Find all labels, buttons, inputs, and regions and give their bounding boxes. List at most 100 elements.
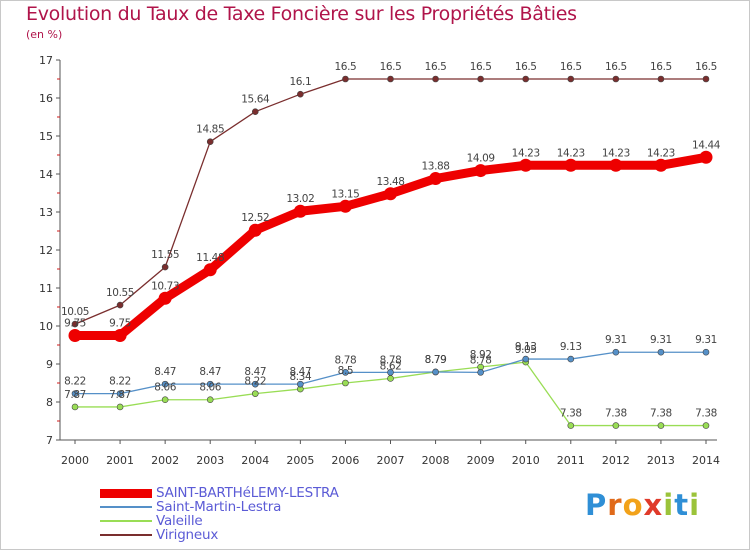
data-label: 16.5	[650, 61, 672, 73]
y-tick-label: 12	[39, 244, 53, 257]
data-point	[387, 75, 394, 83]
data-label: 7.87	[64, 389, 86, 401]
data-label: 12.52	[241, 212, 269, 224]
data-label: 10.05	[61, 306, 89, 318]
data-label: 13.48	[376, 176, 404, 188]
legend-item-valeille[interactable]: Valeille	[100, 513, 400, 529]
data-label: 9.31	[695, 334, 717, 346]
data-label: 8.06	[154, 382, 176, 394]
x-tick-label: 2000	[61, 454, 89, 467]
y-tick-label: 16	[39, 92, 53, 105]
data-point	[432, 368, 439, 376]
x-tick-label: 2012	[602, 454, 630, 467]
data-label: 9.75	[109, 318, 131, 330]
legend-item-virigneux[interactable]: Virigneux	[100, 527, 400, 543]
data-point	[206, 380, 214, 388]
data-label: 11.55	[151, 249, 179, 261]
data-label: 16.5	[515, 61, 537, 73]
data-label: 9.13	[515, 341, 537, 353]
legend-label: SAINT-BARTHéLEMY-LESTRA	[156, 485, 339, 501]
x-tick-label: 2004	[241, 454, 269, 467]
data-point	[68, 329, 82, 342]
data-point	[251, 390, 259, 397]
x-tick-label: 2006	[331, 454, 359, 467]
x-tick-label: 2007	[377, 454, 405, 467]
data-point	[522, 75, 530, 83]
legend-label: Virigneux	[156, 527, 219, 543]
legend-item-saint-barthelemy-lestra[interactable]: SAINT-BARTHéLEMY-LESTRA	[100, 485, 400, 501]
data-point	[342, 75, 349, 83]
data-point	[71, 390, 79, 397]
data-label: 16.1	[289, 76, 311, 88]
data-point	[342, 379, 349, 387]
data-label: 8.47	[244, 366, 266, 378]
data-label: 14.44	[692, 139, 721, 151]
legend-swatch	[100, 520, 152, 522]
chart-title: Evolution du Taux de Taxe Foncière sur l…	[26, 3, 577, 25]
legend-label: Saint-Martin-Lestra	[156, 499, 282, 515]
data-point	[609, 158, 623, 172]
data-label: 7.38	[605, 408, 627, 420]
y-tick-label: 14	[39, 168, 53, 181]
data-point	[116, 301, 124, 309]
legend-label: Valeille	[156, 513, 203, 529]
data-point	[432, 75, 439, 83]
data-label: 14.23	[647, 147, 675, 159]
data-label: 16.5	[425, 61, 447, 73]
data-label: 8.47	[289, 366, 311, 378]
legend-item-saint-martin-lestra[interactable]: Saint-Martin-Lestra	[100, 499, 400, 515]
data-label: 16.5	[605, 61, 627, 73]
data-point	[251, 108, 259, 115]
data-point	[657, 348, 665, 356]
data-point	[71, 403, 79, 411]
data-point	[522, 355, 530, 363]
data-label: 14.85	[196, 124, 224, 136]
x-tick-label: 2011	[557, 454, 585, 467]
data-point	[429, 172, 443, 186]
data-label: 13.15	[331, 188, 359, 200]
data-label: 8.34	[289, 371, 311, 383]
data-label: 14.23	[512, 147, 540, 159]
data-point	[338, 199, 352, 213]
data-label: 8.79	[425, 354, 447, 366]
data-point	[161, 396, 169, 404]
data-point	[251, 380, 259, 388]
data-point	[657, 422, 665, 429]
data-point	[654, 158, 668, 172]
data-label: 8.78	[470, 354, 492, 366]
data-point	[384, 187, 397, 201]
data-label: 13.02	[286, 193, 314, 205]
data-point	[612, 422, 620, 429]
data-point	[342, 369, 349, 376]
data-point	[158, 291, 172, 305]
data-point	[474, 164, 488, 178]
data-label: 14.23	[602, 147, 630, 159]
data-label: 8.5	[338, 365, 354, 377]
data-label: 16.5	[560, 61, 582, 73]
data-point	[564, 158, 578, 172]
data-label: 10.55	[106, 287, 134, 299]
data-label: 9.31	[605, 334, 627, 346]
y-tick-label: 7	[46, 434, 53, 447]
data-point	[567, 422, 575, 429]
data-label: 8.22	[109, 376, 131, 388]
data-label: 13.88	[422, 161, 450, 173]
data-label: 8.92	[470, 349, 492, 361]
data-label: 9.13	[560, 341, 582, 353]
y-axis-unit: (en %)	[26, 28, 63, 41]
data-point	[612, 75, 620, 83]
data-label: 7.38	[560, 408, 582, 420]
data-point	[248, 223, 262, 237]
data-point	[161, 263, 169, 271]
data-point	[567, 75, 575, 83]
data-point	[297, 90, 304, 98]
data-point	[477, 369, 484, 376]
data-point	[293, 204, 307, 218]
data-label: 7.38	[695, 408, 717, 420]
y-tick-label: 9	[46, 358, 53, 371]
x-tick-label: 2005	[286, 454, 314, 467]
data-label: 14.23	[557, 147, 585, 159]
legend: SAINT-BARTHéLEMY-LESTRA Saint-Martin-Les…	[100, 485, 400, 543]
data-point	[71, 320, 79, 328]
